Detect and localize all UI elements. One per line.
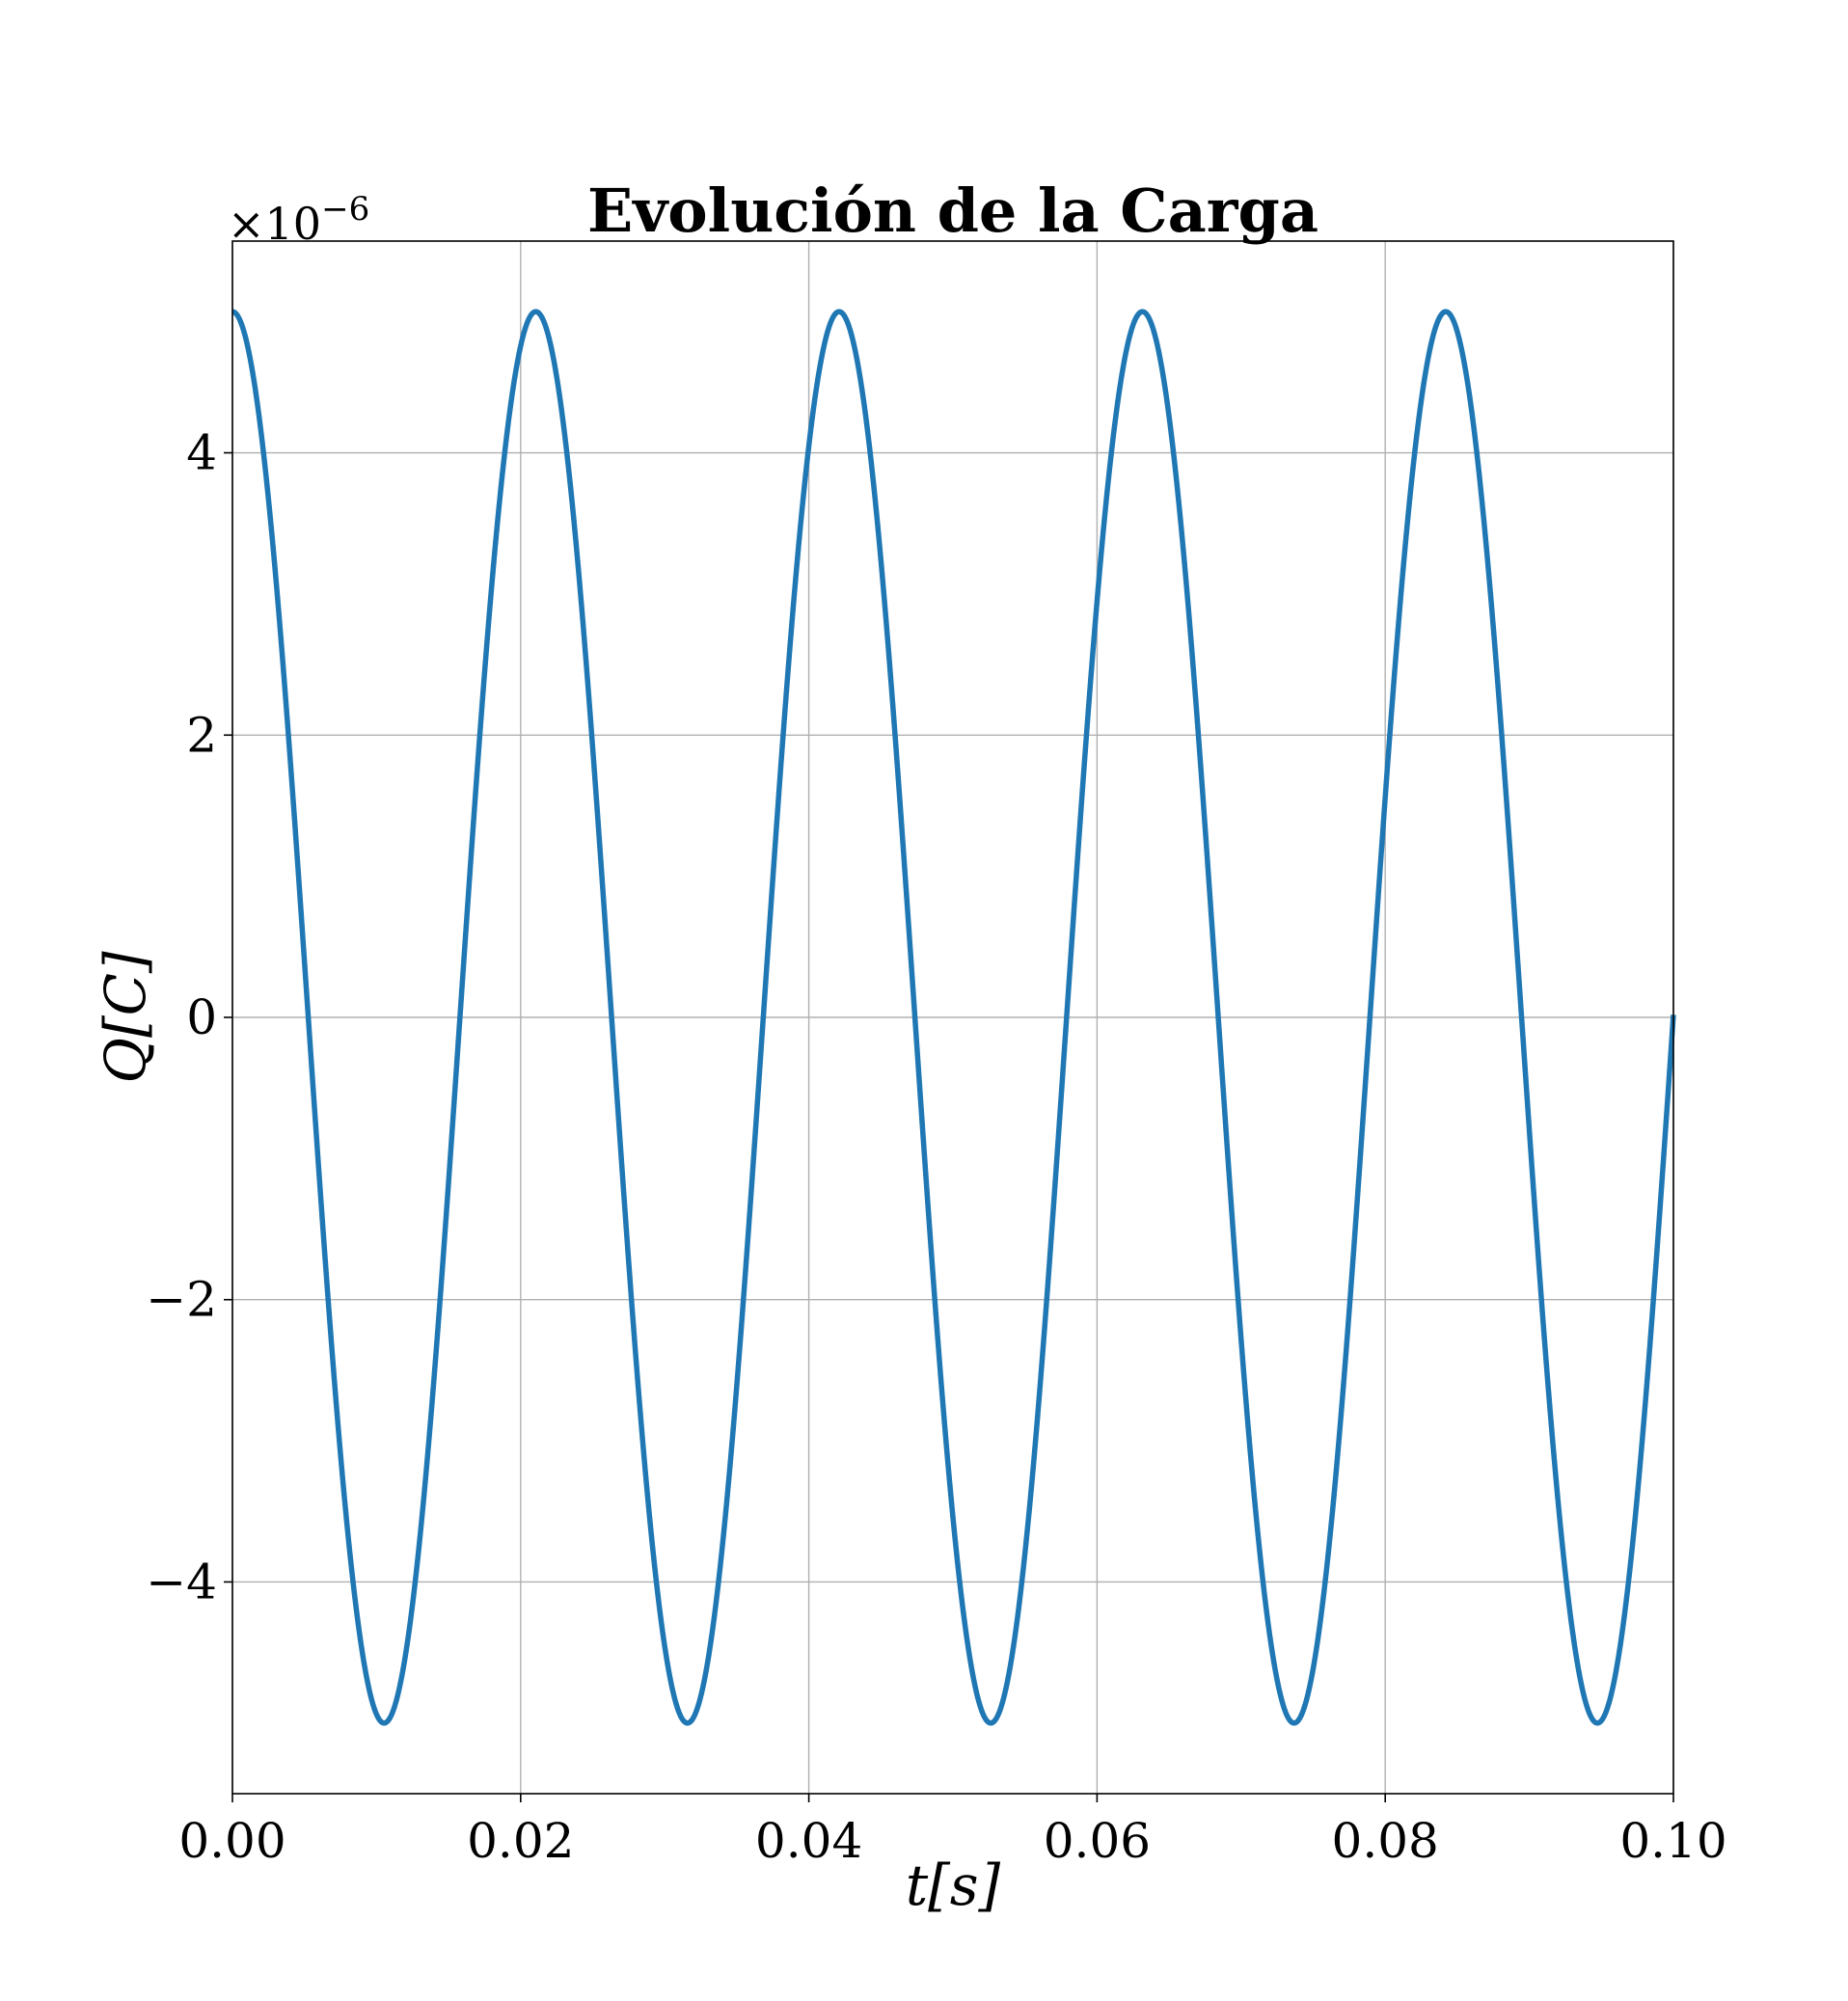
x-tick-label: 0.00 [178,1813,285,1869]
y-tick-label: 4 [186,425,217,481]
y-tick-label: 2 [186,707,217,763]
chart-title: Evolución de la Carga [587,176,1318,246]
x-tick-label: 0.02 [467,1813,574,1869]
y-multiplier-base: ×10 [228,198,321,250]
y-axis-ticks: −4 −2 0 2 4 [146,425,232,1609]
x-axis-ticks: 0.00 0.02 0.04 0.06 0.08 0.10 [178,1794,1727,1869]
y-tick-label: −4 [146,1554,217,1609]
y-tick-label: 0 [186,989,217,1045]
y-tick-label: −2 [146,1272,217,1328]
grid-lines [231,241,1674,1794]
y-axis-multiplier: ×10−6 [228,190,369,250]
x-axis-label: t[s] [906,1852,1001,1918]
x-tick-label: 0.04 [755,1813,862,1869]
y-multiplier-exponent: −6 [321,190,369,229]
x-tick-label: 0.06 [1044,1813,1151,1869]
series-line-charge [231,309,1676,1726]
x-tick-label: 0.10 [1619,1813,1726,1869]
x-tick-label: 0.08 [1332,1813,1439,1869]
y-axis-label: Q[C] [93,951,158,1084]
